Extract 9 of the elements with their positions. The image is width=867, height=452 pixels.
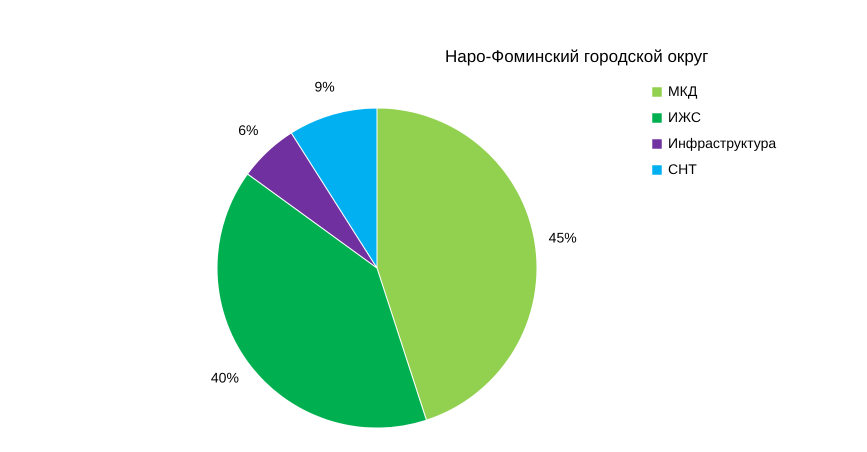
data-label: 9%: [314, 78, 335, 94]
data-label: 45%: [548, 230, 577, 246]
chart-title: Наро-Фоминский городской округ: [445, 47, 708, 66]
legend-label: МКД: [668, 83, 698, 99]
legend-label: Инфраструктура: [668, 135, 776, 151]
data-label: 40%: [210, 370, 239, 386]
data-label: 6%: [238, 122, 258, 138]
legend-label: СНТ: [668, 161, 698, 177]
legend-label: ИЖС: [668, 109, 701, 125]
